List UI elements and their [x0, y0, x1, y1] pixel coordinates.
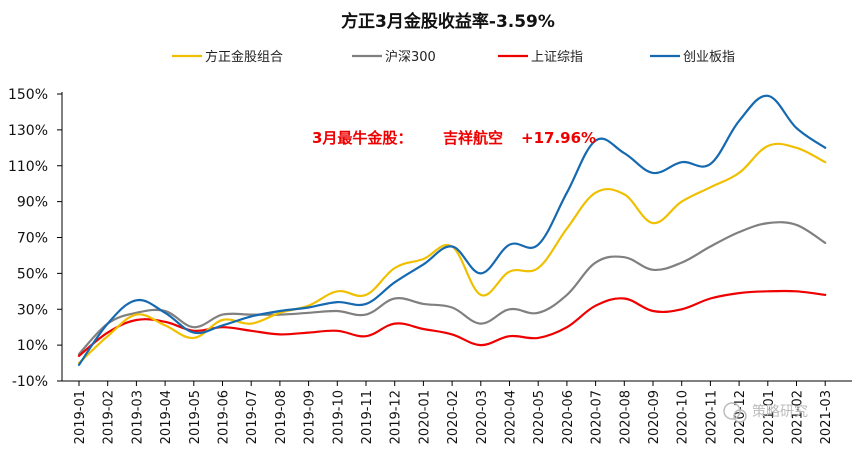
x-axis: 2019-01 2019-02 2019-03 2019-04 2019-05 2019-…: [62, 380, 852, 444]
x-tick-label: 2019-02: [102, 390, 117, 444]
y-tick-label: 50%: [17, 266, 48, 282]
x-tick-label: 2019-09: [303, 390, 318, 444]
x-tick-label: 2019-10: [331, 390, 346, 444]
x-tick-label: 2020-01: [417, 390, 432, 444]
legend: 方正金股组合 沪深300 上证综指 创业板指: [172, 49, 735, 65]
x-tick-label: 2019-08: [274, 390, 289, 444]
x-tick-label: 2021-03: [819, 390, 834, 444]
legend-label-1: 沪深300: [385, 49, 436, 65]
x-tick-label: 2020-05: [532, 390, 547, 444]
chart-title: 方正3月金股收益率-3.59%: [341, 11, 555, 32]
x-tick-label: 2019-06: [217, 390, 232, 444]
series-line-2: [77, 289, 827, 357]
x-tick-label: 2019-12: [389, 390, 404, 444]
x-tick-label: 2020-08: [618, 390, 633, 444]
x-tick-label: 2020-06: [561, 390, 576, 444]
watermark-text: 策略研究: [752, 403, 808, 420]
series-lines: [77, 94, 827, 366]
y-tick-label: 130%: [8, 123, 48, 139]
y-tick-label: 110%: [8, 159, 48, 175]
x-tick-label: 2021-01: [762, 390, 777, 444]
x-tick-label: 2019-05: [188, 390, 203, 444]
x-tick-label: 2021-02: [791, 390, 806, 444]
legend-label-3: 创业板指: [683, 50, 735, 65]
x-tick-label: 2019-11: [360, 390, 375, 444]
x-tick-label: 2019-01: [73, 390, 88, 444]
x-tick-label: 2020-09: [647, 390, 662, 444]
series-line-3: [77, 94, 827, 366]
x-tick-label: 2020-12: [733, 390, 748, 444]
wechat-icon: [723, 402, 741, 420]
legend-label-0: 方正金股组合: [205, 49, 283, 65]
y-tick-label: 10%: [17, 338, 48, 354]
annotation-value: +17.96%: [521, 129, 596, 147]
watermark: 策略研究: [723, 402, 808, 423]
x-tick-label: 2020-03: [475, 390, 490, 444]
x-tick-label: 2019-07: [245, 390, 260, 444]
y-tick-label: 30%: [17, 302, 48, 318]
y-tick-label: -10%: [12, 374, 48, 390]
annotation-stock: 吉祥航空: [443, 129, 503, 147]
x-tick-label: 2020-02: [446, 390, 461, 444]
x-tick-label: 2020-11: [704, 390, 719, 444]
annotation-label: 3月最牛金股：: [312, 129, 412, 147]
y-tick-label: 70%: [17, 231, 48, 247]
wechat-icon-inner: [733, 409, 747, 423]
x-tick-label: 2020-10: [676, 390, 691, 444]
series-line-1: [77, 221, 827, 356]
x-tick-label: 2020-04: [504, 390, 519, 444]
y-tick-label: 90%: [17, 195, 48, 211]
x-tick-label: 2019-03: [130, 390, 145, 444]
x-tick-label: 2020-07: [590, 390, 605, 444]
y-tick-label: 150%: [8, 87, 48, 103]
y-axis: 150% 130% 110% 90% 70% 50% 30% 10% -10%: [8, 87, 63, 390]
x-tick-label: 2019-04: [159, 390, 174, 444]
legend-label-2: 上证综指: [531, 50, 583, 65]
